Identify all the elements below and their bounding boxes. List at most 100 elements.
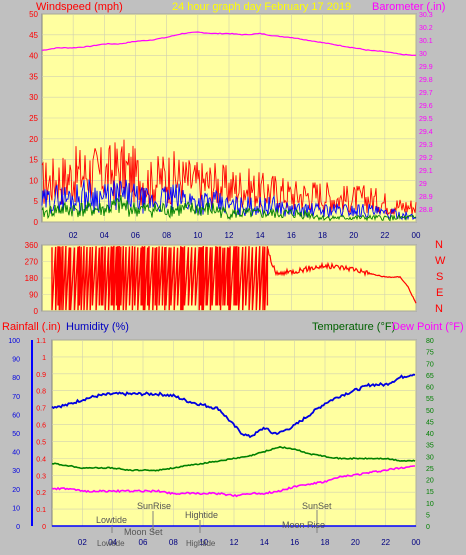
wind-y-tick-label: 15 xyxy=(29,156,38,165)
climate-x-tick-label: 02 xyxy=(78,538,87,547)
climate-x-tick-label: 14 xyxy=(260,538,269,547)
temperature-y-tick-label: 35 xyxy=(426,443,434,450)
barometer-y-tick-label: 29.9 xyxy=(419,64,433,71)
climate-x-tick-label: 16 xyxy=(290,538,299,547)
event-annotations: Lowtide Lowtide SunRise Moon Set Hightid… xyxy=(96,501,332,548)
dir-label-s: S xyxy=(436,271,443,283)
direction-band-series xyxy=(51,245,269,311)
dewpoint-series xyxy=(51,465,415,498)
rain-y-tick-label: 0.3 xyxy=(36,473,46,480)
climate-x-tick-label: 10 xyxy=(199,538,208,547)
climate-x-tick-label: 00 xyxy=(412,538,421,547)
wind-x-tick-label: 02 xyxy=(69,231,78,240)
wind-y-tick-label: 45 xyxy=(29,31,38,40)
temperature-y-tick-label: 80 xyxy=(426,338,434,345)
humidity-y-tick-label: 20 xyxy=(12,487,20,494)
wind-y-tick-label: 20 xyxy=(29,135,38,144)
wind-axis-title: Windspeed (mph) xyxy=(36,1,123,13)
barometer-y-tick-label: 29.8 xyxy=(419,77,433,84)
wind-y-tick-label: 30 xyxy=(29,93,38,102)
temperature-y-tick-label: 60 xyxy=(426,385,434,392)
event-hightide-2: Hightide xyxy=(186,539,216,548)
barometer-y-tick-label: 30.3 xyxy=(419,12,433,19)
temperature-y-tick-label: 20 xyxy=(426,478,434,485)
temperature-series xyxy=(51,445,416,472)
barometer-y-tick-label: 29.6 xyxy=(419,103,433,110)
event-sunset: SunSet xyxy=(302,501,332,511)
grid-lines xyxy=(42,13,417,527)
barometer-y-tick-label: 29.2 xyxy=(419,155,433,162)
temperature-y-tick-label: 70 xyxy=(426,361,434,368)
humidity-y-tick-label: 100 xyxy=(8,338,20,345)
humidity-y-tick-label: 70 xyxy=(12,394,20,401)
temperature-axis-title: Temperature (°F) xyxy=(312,321,395,333)
rain-y-tick-label: 0.1 xyxy=(36,507,46,514)
wind-y-tick-label: 5 xyxy=(34,197,39,206)
humidity-y-tick-label: 30 xyxy=(12,468,20,475)
wind-x-tick-label: 08 xyxy=(162,231,171,240)
temperature-y-tick-label: 10 xyxy=(426,501,434,508)
dir-label-n-bottom: N xyxy=(435,303,443,315)
rain-y-tick-label: 1 xyxy=(42,355,46,362)
wind-x-tick-label: 06 xyxy=(131,231,140,240)
wind-y-tick-label: 10 xyxy=(29,176,38,185)
barometer-y-tick-label: 29.7 xyxy=(419,90,433,97)
event-lowtide-1: Lowtide xyxy=(96,515,127,525)
climate-x-tick-label: 08 xyxy=(169,538,178,547)
temperature-y-tick-label: 45 xyxy=(426,419,434,426)
dir-label-w: W xyxy=(435,255,446,267)
climate-x-tick-label: 22 xyxy=(381,538,390,547)
humidity-y-tick-label: 90 xyxy=(12,357,20,364)
barometer-y-tick-label: 30.1 xyxy=(419,38,433,45)
data-series xyxy=(41,31,417,527)
dir-label-e: E xyxy=(436,287,443,299)
wind-series xyxy=(41,179,417,221)
barometer-y-tick-label: 29.1 xyxy=(419,168,433,175)
direction-y-tick-label: 90 xyxy=(29,291,38,300)
dewpoint-axis-title: Dew Point (°F) xyxy=(392,321,464,333)
barometer-y-tick-label: 29.4 xyxy=(419,129,433,136)
climate-x-tick-label: 12 xyxy=(230,538,239,547)
rain-y-tick-label: 0.5 xyxy=(36,439,46,446)
axis-ticks: 0510152025303540455028.828.92929.129.229… xyxy=(8,10,434,547)
graph-date-title: 24 hour graph day February 17 2019 xyxy=(172,1,351,13)
humidity-y-tick-label: 80 xyxy=(12,375,20,382)
wind-x-tick-label: 20 xyxy=(349,231,358,240)
wind-x-tick-label: 04 xyxy=(100,231,109,240)
event-hightide-1: Hightide xyxy=(185,510,218,520)
wind-x-tick-label: 22 xyxy=(380,231,389,240)
temperature-y-tick-label: 5 xyxy=(426,512,430,519)
temperature-y-tick-label: 55 xyxy=(426,396,434,403)
humidity-y-tick-label: 10 xyxy=(12,505,20,512)
temperature-y-tick-label: 15 xyxy=(426,489,434,496)
barometer-y-tick-label: 30.2 xyxy=(419,25,433,32)
wind-x-tick-label: 18 xyxy=(318,231,327,240)
average-series xyxy=(41,195,417,222)
direction-y-tick-label: 180 xyxy=(25,274,39,283)
humidity-series xyxy=(51,373,416,439)
rain-y-tick-label: 0.2 xyxy=(36,490,46,497)
wind-x-tick-label: 10 xyxy=(193,231,202,240)
rain-y-tick-label: 0.4 xyxy=(36,456,46,463)
wind-y-tick-label: 50 xyxy=(29,10,38,19)
barometer-y-tick-label: 28.9 xyxy=(419,194,433,201)
rain-y-tick-label: 0.6 xyxy=(36,423,46,430)
rain-y-tick-label: 0.8 xyxy=(36,389,46,396)
barometer-y-tick-label: 28.8 xyxy=(419,207,433,214)
dir-label-n-top: N xyxy=(435,239,443,251)
wind-y-tick-label: 35 xyxy=(29,72,38,81)
humidity-y-tick-label: 60 xyxy=(12,412,20,419)
event-sunrise: SunRise xyxy=(137,501,171,511)
rain-y-tick-label: 1.1 xyxy=(36,338,46,345)
event-moonrise: Moon Rise xyxy=(282,520,325,530)
temperature-y-tick-label: 65 xyxy=(426,373,434,380)
barometer-y-tick-label: 30 xyxy=(419,51,427,58)
humidity-y-tick-label: 40 xyxy=(12,450,20,457)
humidity-axis-title: Humidity (%) xyxy=(66,321,129,333)
temperature-y-tick-label: 40 xyxy=(426,431,434,438)
wind-x-tick-label: 12 xyxy=(225,231,234,240)
event-lowtide-2: Lowtide xyxy=(97,539,125,548)
direction-y-tick-label: 0 xyxy=(34,307,39,316)
direction-series xyxy=(267,248,417,304)
humidity-y-tick-label: 50 xyxy=(12,431,20,438)
